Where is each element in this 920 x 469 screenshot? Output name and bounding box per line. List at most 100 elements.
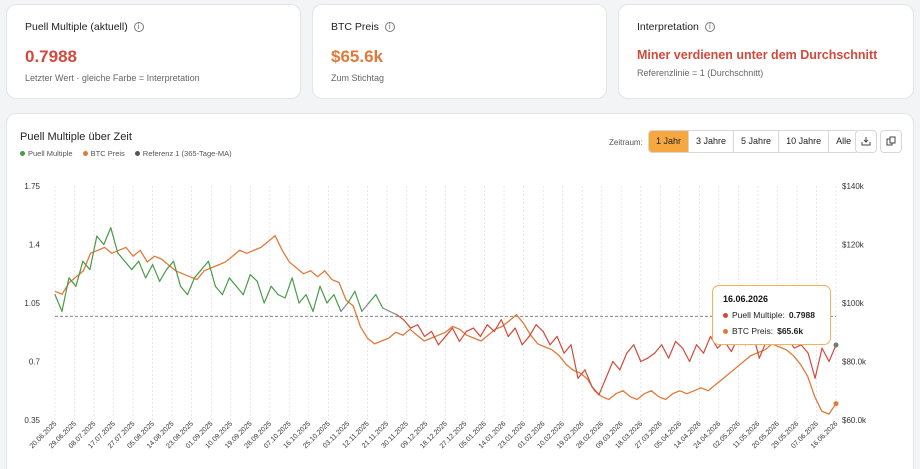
puell-segment — [270, 285, 279, 296]
puell-segment — [437, 335, 447, 346]
legend-item-btc[interactable]: BTC Preis — [82, 149, 125, 158]
puell-segment — [389, 310, 398, 316]
tooltip-row-puell: Puell Multiple: 0.7988 — [723, 310, 820, 320]
puell-segment — [549, 335, 558, 346]
info-icon[interactable]: i — [704, 22, 715, 32]
legend-item-puell[interactable]: Puell Multiple — [20, 149, 73, 158]
legend-dot — [82, 151, 88, 156]
info-icon[interactable]: i — [133, 22, 144, 32]
puell-segment — [158, 268, 168, 282]
puell-segment — [138, 260, 147, 279]
puell-segment — [249, 273, 258, 282]
legend-item-reference[interactable]: Referenz 1 (365-Tage-MA) — [134, 149, 232, 158]
puell-segment — [124, 260, 133, 271]
y-left-tick-label: 0.7 — [29, 358, 41, 367]
puell-segment — [647, 352, 656, 359]
y-left-tick-label: 0.35 — [24, 416, 40, 425]
puell-segment — [200, 260, 210, 271]
kpi-title: Puell Multiple (aktuell) i — [25, 21, 282, 33]
puell-segment — [521, 335, 530, 346]
y-right-tick-label: $100k — [842, 299, 865, 308]
kpi-value: Miner verdienen unter dem Durchschnitt — [637, 48, 878, 62]
range-button-5y[interactable]: 5 Jahre — [734, 131, 780, 152]
puell-segment — [347, 290, 356, 304]
puell-segment — [828, 344, 837, 363]
puell-segment — [591, 385, 600, 396]
puell-segment — [403, 319, 412, 329]
tooltip-dot — [723, 312, 728, 318]
kpi-title: BTC Preis i — [331, 21, 588, 33]
info-icon[interactable]: i — [384, 22, 395, 32]
puell-segment — [361, 302, 370, 312]
puell-segment — [96, 235, 105, 246]
puell-segment — [702, 335, 712, 354]
puell-segment — [103, 227, 112, 246]
puell-segment — [556, 335, 565, 354]
puell-segment — [179, 285, 189, 296]
tooltip-date: 16.06.2026 — [723, 294, 769, 304]
puell-end-point — [833, 342, 839, 348]
puell-segment — [61, 277, 70, 312]
chart-title: Puell Multiple über Zeit — [20, 131, 132, 143]
y-left-tick-label: 1.4 — [29, 241, 41, 250]
puell-segment — [535, 324, 544, 333]
puell-segment — [633, 344, 642, 363]
legend-label: BTC Preis — [90, 149, 125, 158]
puell-segment — [563, 344, 572, 354]
copy-icon — [886, 136, 896, 146]
puell-segment — [312, 285, 321, 312]
chart-legend: Puell Multiple BTC Preis Referenz 1 (365… — [20, 149, 232, 158]
puell-segment — [326, 294, 335, 304]
puell-segment — [514, 327, 523, 346]
puell-segment — [417, 324, 426, 338]
puell-segment — [228, 277, 237, 287]
puell-segment — [626, 344, 635, 354]
kpi-value: 0.7988 — [25, 47, 77, 66]
download-icon — [861, 137, 871, 146]
puell-segment — [131, 260, 140, 271]
kpi-title-label: Puell Multiple (aktuell) — [25, 21, 128, 33]
puell-segment — [800, 344, 809, 354]
range-button-3y[interactable]: 3 Jahre — [689, 131, 735, 152]
puell-segment — [354, 290, 363, 312]
chart-tooltip: 16.06.2026 Puell Multiple: 0.7988 BTC Pr… — [712, 285, 831, 345]
puell-segment — [479, 324, 488, 338]
puell-segment — [165, 260, 175, 271]
puell-segment — [368, 294, 377, 304]
range-label: Zeitraum: — [609, 138, 643, 147]
puell-segment — [207, 260, 216, 287]
legend-label: Puell Multiple — [28, 149, 73, 158]
range-button-10y[interactable]: 10 Jahre — [779, 131, 830, 152]
puell-segment — [396, 314, 405, 321]
puell-segment — [577, 369, 586, 379]
tooltip-dot — [723, 328, 728, 334]
puell-segment — [584, 369, 593, 388]
puell-segment — [333, 294, 342, 312]
kpi-value: $65.6k — [331, 47, 383, 66]
range-selector: 1 Jahr 3 Jahre 5 Jahre 10 Jahre Alle — [648, 130, 860, 153]
download-button[interactable] — [855, 130, 877, 153]
puell-segment — [640, 357, 649, 363]
puell-segment — [695, 344, 705, 354]
copy-button[interactable] — [880, 130, 902, 153]
puell-segment — [68, 277, 77, 287]
range-button-1y[interactable]: 1 Jahr — [649, 131, 690, 152]
puell-segment — [668, 340, 677, 359]
range-button-all[interactable]: Alle — [829, 131, 859, 152]
kpi-subtitle: Zum Stichtag — [331, 73, 385, 83]
puell-segment — [54, 294, 63, 312]
kpi-subtitle: Letzter Wert · gleiche Farbe = Interpret… — [25, 73, 200, 83]
btc-end-point — [833, 401, 839, 407]
puell-segment — [375, 294, 384, 309]
puell-segment — [654, 344, 663, 354]
puell-segment — [430, 330, 440, 346]
puell-segment — [605, 360, 614, 379]
kpi-card-puell: Puell Multiple (aktuell) i 0.7988 Letzte… — [6, 4, 301, 99]
puell-segment — [675, 340, 684, 349]
puell-segment — [117, 252, 126, 262]
puell-segment — [528, 324, 537, 338]
puell-segment — [612, 360, 621, 371]
puell-segment — [145, 263, 154, 279]
y-left-tick-label: 1.75 — [24, 182, 40, 191]
